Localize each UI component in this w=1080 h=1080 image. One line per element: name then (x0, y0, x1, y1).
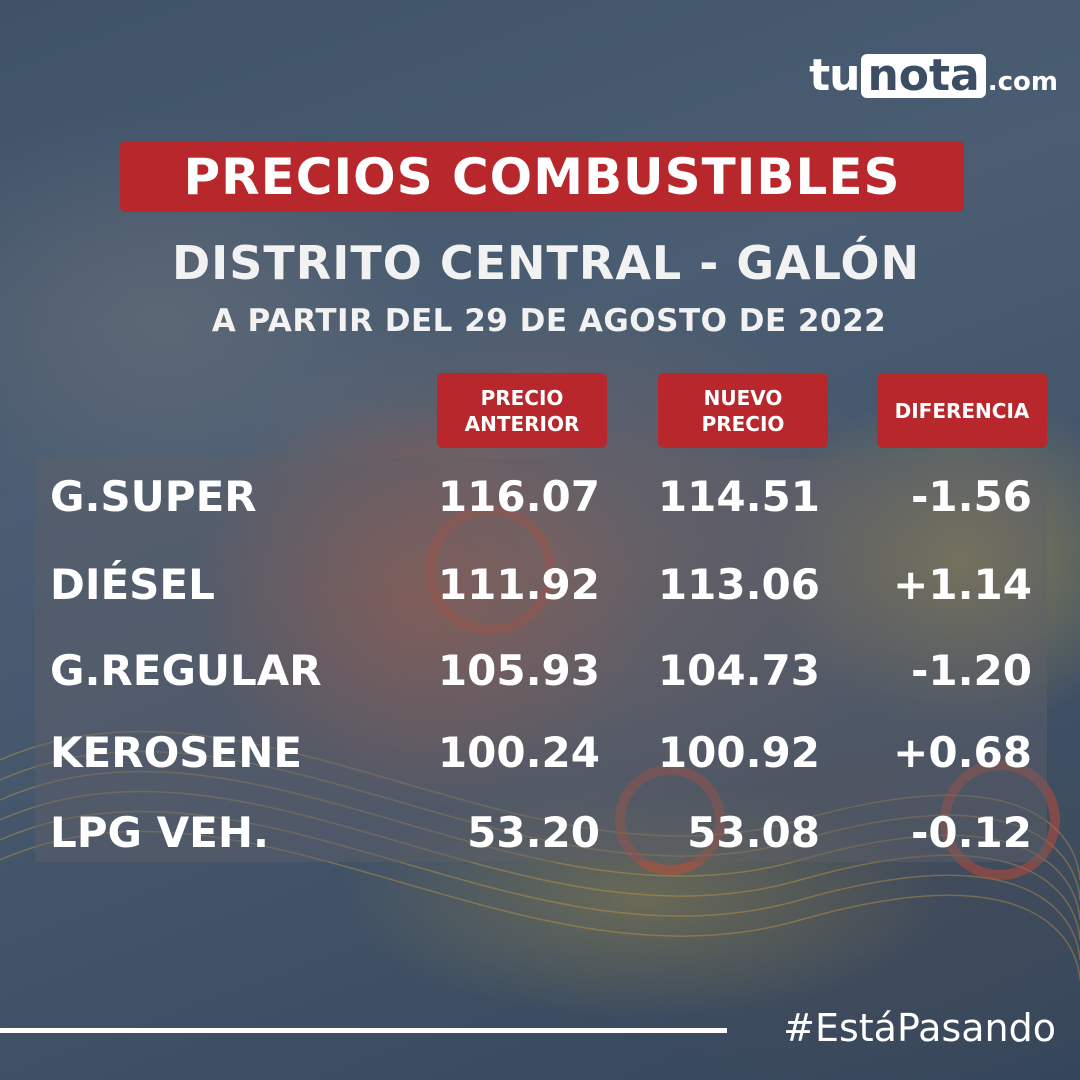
page-title: PRECIOS COMBUSTIBLES (183, 147, 901, 206)
price-difference: +0.68 (893, 728, 1032, 777)
new-price: 114.51 (657, 472, 820, 521)
header-difference-label: DIFERENCIA (894, 398, 1030, 423)
price-table-panel (35, 458, 1047, 862)
previous-price: 116.07 (437, 472, 600, 521)
previous-price: 53.20 (467, 808, 600, 857)
logo-dotcom-text: .com (987, 67, 1058, 97)
previous-price: 100.24 (437, 728, 600, 777)
tunota-logo: tu nota .com (809, 50, 1058, 101)
price-difference: -1.56 (910, 472, 1032, 521)
previous-price: 105.93 (437, 646, 600, 695)
header-previous-price: PRECIO ANTERIOR (437, 373, 607, 448)
subtitle: DISTRITO CENTRAL - GALÓN (172, 236, 920, 290)
price-difference: -1.20 (910, 646, 1032, 695)
new-price: 104.73 (657, 646, 820, 695)
previous-price: 111.92 (437, 560, 600, 609)
header-difference: DIFERENCIA (877, 373, 1047, 448)
table-row: LPG VEH. 53.20 53.08 -0.12 (0, 793, 1080, 873)
new-price: 53.08 (687, 808, 820, 857)
table-row: G.REGULAR 105.93 104.73 -1.20 (0, 631, 1080, 711)
table-row: KEROSENE 100.24 100.92 +0.68 (0, 713, 1080, 793)
effective-date: A PARTIR DEL 29 DE AGOSTO DE 2022 (211, 303, 887, 339)
header-new-price-label: NUEVO PRECIO (701, 385, 785, 436)
title-banner: PRECIOS COMBUSTIBLES (120, 141, 964, 212)
new-price: 113.06 (657, 560, 820, 609)
fuel-name: G.SUPER (50, 472, 257, 521)
table-row: G.SUPER 116.07 114.51 -1.56 (0, 457, 1080, 537)
price-difference: +1.14 (893, 560, 1032, 609)
logo-tu-text: tu (809, 50, 860, 101)
price-difference: -0.12 (910, 808, 1032, 857)
header-previous-price-label: PRECIO ANTERIOR (464, 385, 580, 436)
logo-nota-text: nota (861, 54, 986, 98)
hashtag: #EstáPasando (783, 1006, 1056, 1050)
footer-divider-line (0, 1028, 727, 1033)
fuel-name: DIÉSEL (50, 560, 215, 609)
fuel-name: KEROSENE (50, 728, 303, 777)
new-price: 100.92 (657, 728, 820, 777)
fuel-name: LPG VEH. (50, 808, 269, 857)
header-new-price: NUEVO PRECIO (658, 373, 828, 448)
table-row: DIÉSEL 111.92 113.06 +1.14 (0, 545, 1080, 625)
fuel-name: G.REGULAR (50, 646, 322, 695)
